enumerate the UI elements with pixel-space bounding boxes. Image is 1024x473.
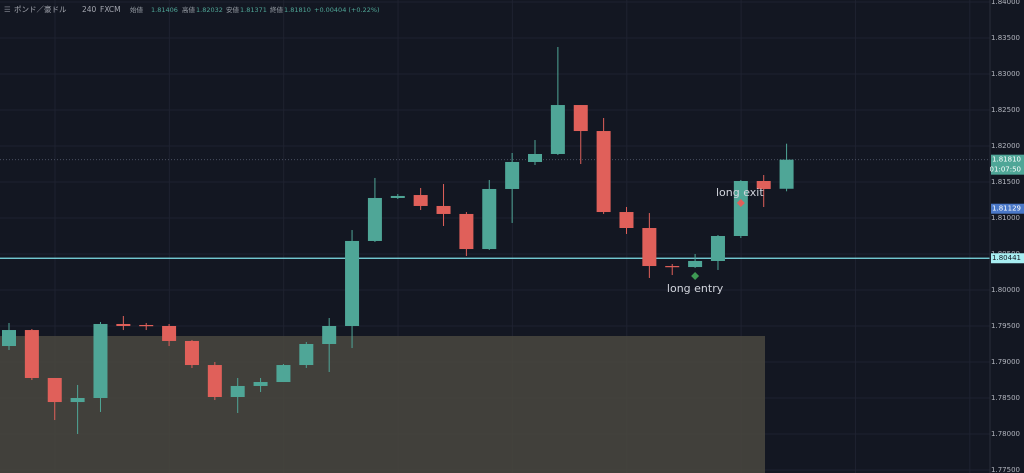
candle-body xyxy=(47,377,62,403)
close-value: 1.81810 xyxy=(284,6,311,14)
countdown: 01:07:50 xyxy=(990,166,1021,174)
header-icon: ☰ xyxy=(4,5,11,14)
entry-marker xyxy=(691,271,700,280)
high-label: 高値 xyxy=(182,5,196,14)
candle-body xyxy=(619,212,634,229)
low-label: 安値 xyxy=(226,5,240,14)
candle-body xyxy=(573,105,588,132)
y-tick-label: 1.83000 xyxy=(991,70,1020,78)
candle-body xyxy=(345,240,360,326)
marker-price-badge xyxy=(991,203,1024,214)
line-price-badge xyxy=(991,253,1024,264)
open-value: 1.81406 xyxy=(151,6,178,14)
candle-body xyxy=(322,326,337,344)
y-tick-label: 1.84000 xyxy=(991,0,1020,6)
symbol: ポンド／豪ドル xyxy=(14,4,67,14)
candle-body xyxy=(276,365,291,383)
y-tick-label: 1.81500 xyxy=(991,178,1020,186)
candle-body xyxy=(253,382,268,386)
annotation: long exit xyxy=(716,186,764,199)
y-tick-label: 1.78500 xyxy=(991,394,1020,402)
line-price-label: 1.80441 xyxy=(992,254,1021,262)
candle-body xyxy=(459,213,474,250)
exit-marker xyxy=(736,199,745,207)
candle-body xyxy=(710,236,725,261)
price-axis xyxy=(990,0,1024,473)
interval: 240 xyxy=(82,5,97,14)
candle-body xyxy=(93,323,108,398)
header: ☰ ポンド／豪ドル 240 FXCM 始値 1.81406 高値 1.82032… xyxy=(4,4,380,14)
candle-body xyxy=(116,323,131,326)
y-tick-label: 1.79000 xyxy=(991,358,1020,366)
candle-body xyxy=(24,330,39,378)
y-tick-label: 1.79500 xyxy=(991,322,1020,330)
candle-body xyxy=(390,195,405,198)
y-tick-label: 1.77500 xyxy=(991,466,1020,473)
last-price-label: 1.81810 xyxy=(992,156,1021,164)
y-tick-label: 1.82500 xyxy=(991,106,1020,114)
change: +0.00404 (+0.22%) xyxy=(314,6,380,14)
candle-body xyxy=(550,105,565,154)
candle-body xyxy=(482,188,497,250)
close-label: 終値 xyxy=(270,5,284,14)
candle-body xyxy=(207,365,222,397)
y-tick-label: 1.83500 xyxy=(991,34,1020,42)
candle-body xyxy=(299,344,314,366)
marker-price-label: 1.81129 xyxy=(992,205,1021,213)
candle-body xyxy=(505,161,520,189)
annotation: long entry xyxy=(667,282,724,295)
source: FXCM xyxy=(100,5,121,14)
candle-body xyxy=(139,324,154,327)
last-price-badge xyxy=(991,154,1024,175)
candle-body xyxy=(528,153,543,162)
candle-body xyxy=(413,195,428,206)
y-tick-label: 1.78000 xyxy=(991,430,1020,438)
candle-body xyxy=(779,159,794,189)
y-tick-label: 1.81000 xyxy=(991,214,1020,222)
candle-body xyxy=(162,326,177,341)
y-tick-label: 1.82000 xyxy=(991,142,1020,150)
candle-body xyxy=(367,197,382,241)
high-value: 1.82032 xyxy=(196,6,223,14)
plot-area: long entry long exit xyxy=(0,0,990,473)
candle-body xyxy=(70,398,85,403)
candle-body xyxy=(642,228,657,267)
candle-body xyxy=(733,180,748,236)
zone xyxy=(0,336,765,473)
candle-body xyxy=(230,385,245,397)
candle-body xyxy=(756,180,771,189)
y-tick-label: 1.80000 xyxy=(991,286,1020,294)
low-value: 1.81371 xyxy=(240,6,267,14)
candle-body xyxy=(596,131,611,213)
candle-body xyxy=(184,340,199,366)
candle-body xyxy=(2,330,16,347)
candle-body xyxy=(665,266,680,268)
candle-body xyxy=(436,205,451,214)
candle-body xyxy=(688,260,703,268)
open-label: 始値 xyxy=(130,5,144,14)
